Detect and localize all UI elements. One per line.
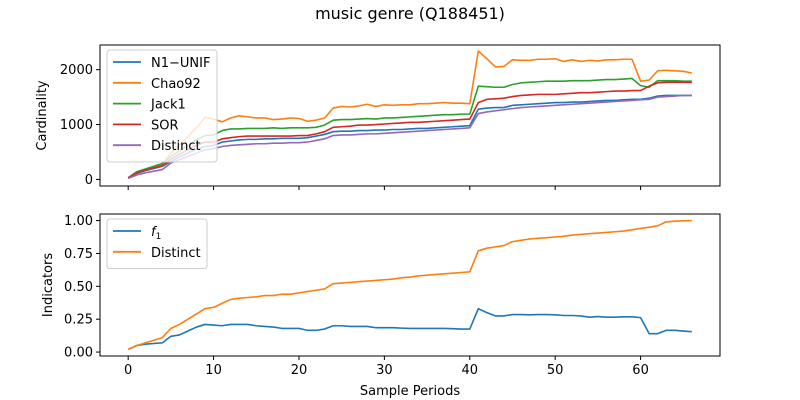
series-line-sor <box>127 81 692 179</box>
chart-panels: 0 1000 2000 Cardinality N1−UNIF Chao92 Jack1 SO… <box>35 44 721 399</box>
y-tick-label: 1000 <box>60 118 93 133</box>
series-line-distinct <box>127 94 692 180</box>
series-line-f1 <box>127 307 692 351</box>
legend-box <box>106 49 218 163</box>
x-tick-label: 30 <box>376 363 393 378</box>
x-tick-label: 50 <box>547 363 564 378</box>
y-tick-label: 0 <box>85 173 93 188</box>
y-tick-label: 0.50 <box>64 280 93 295</box>
x-tick-label: 10 <box>205 363 222 378</box>
y-tick-label: 2000 <box>60 63 93 78</box>
chart-panel-2: 0 10 20 30 40 50 60 0.00 0.25 0.50 0.75 1.00 Indicat… <box>41 213 721 399</box>
legend-label: SOR <box>151 118 179 133</box>
y-tick-label: 0.25 <box>64 313 93 328</box>
y-tick-label: 0.00 <box>64 346 93 361</box>
series-lines <box>127 219 692 351</box>
y-axis-label: Cardinality <box>35 80 50 151</box>
legend-label: f1 <box>151 225 161 242</box>
y-tick-label: 1.00 <box>64 214 93 229</box>
legend-label: Distinct <box>151 139 201 154</box>
y-axis-label: Indicators <box>41 253 56 317</box>
legend-box <box>106 218 208 270</box>
series-line-distinct <box>127 219 692 351</box>
chart-panel-1: 0 1000 2000 Cardinality N1−UNIF Chao92 Jack1 SO… <box>35 44 721 190</box>
plot-frame <box>99 44 721 187</box>
series-line-jack1 <box>127 77 692 179</box>
figure-title: music genre (Q188451) <box>315 4 505 23</box>
x-tick-label: 0 <box>124 363 132 378</box>
x-tick-label: 40 <box>462 363 479 378</box>
legend-label: Chao92 <box>151 77 201 92</box>
legend-label: Distinct <box>151 246 201 261</box>
legend: N1−UNIF Chao92 Jack1 SOR Distinct <box>106 49 218 163</box>
series-lines <box>127 50 692 180</box>
legend-label: N1−UNIF <box>151 56 210 71</box>
series-line-chao92 <box>127 50 692 179</box>
series-line-n1-unif <box>127 94 692 179</box>
y-tick-label: 0.75 <box>64 247 93 262</box>
legend-label: Jack1 <box>150 98 186 113</box>
x-tick-label: 20 <box>291 363 308 378</box>
plot-frame <box>99 213 721 357</box>
x-axis-label: Sample Periods <box>360 384 460 399</box>
x-tick-label: 60 <box>632 363 649 378</box>
legend: f1 Distinct <box>106 218 208 270</box>
